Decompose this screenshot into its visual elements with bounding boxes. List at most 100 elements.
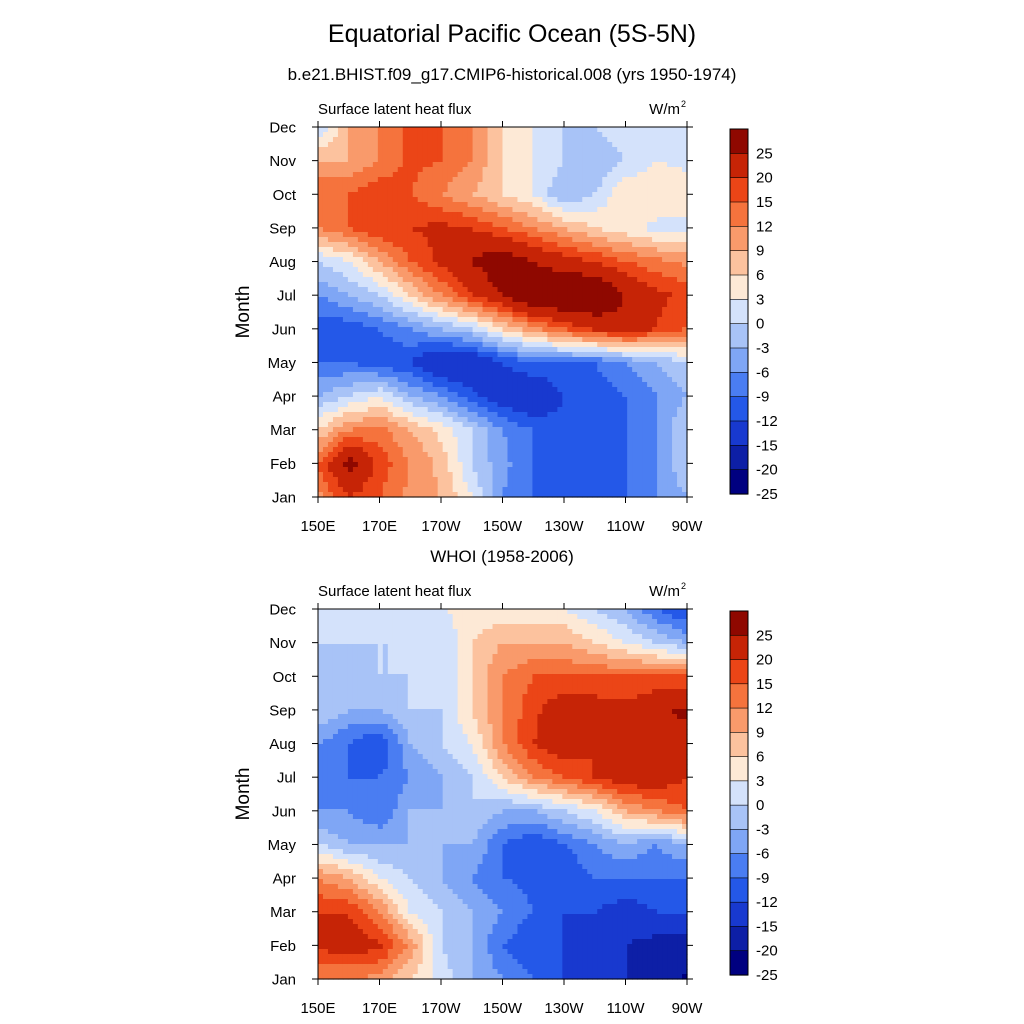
heatmap-cell	[607, 222, 613, 228]
heatmap-cell	[617, 277, 623, 283]
heatmap-cell	[332, 442, 339, 448]
heatmap-cell	[337, 307, 344, 313]
heatmap-cell	[602, 232, 608, 238]
heatmap-cell	[542, 357, 548, 363]
heatmap-cell	[647, 337, 653, 343]
heatmap-cell	[682, 452, 688, 458]
heatmap-cell	[437, 407, 444, 413]
heatmap-cell	[577, 302, 583, 308]
heatmap-cell	[642, 372, 648, 378]
heatmap-cell	[562, 422, 568, 428]
heatmap-cell	[442, 402, 449, 408]
heatmap-cell	[572, 207, 578, 213]
heatmap-cell	[542, 387, 548, 393]
heatmap-cell	[427, 187, 434, 193]
heatmap-cell	[597, 262, 603, 268]
heatmap-cell	[612, 137, 618, 143]
heatmap-cell	[497, 447, 504, 453]
heatmap-cell	[377, 132, 384, 138]
heatmap-cell	[332, 267, 339, 273]
heatmap-cell	[327, 297, 334, 303]
heatmap-cell	[387, 137, 394, 143]
heatmap-cell	[657, 337, 663, 343]
heatmap-cell	[512, 147, 519, 153]
heatmap-cell	[567, 322, 573, 328]
heatmap-cell	[452, 202, 459, 208]
heatmap-cell	[577, 227, 583, 233]
heatmap-cell	[622, 377, 628, 383]
heatmap-cell	[607, 442, 613, 448]
heatmap-cell	[462, 357, 469, 363]
heatmap-cell	[407, 157, 414, 163]
heatmap-cell	[567, 187, 573, 193]
heatmap-cell	[652, 377, 658, 383]
heatmap-cell	[517, 302, 524, 308]
heatmap-cell	[512, 372, 519, 378]
heatmap-cell	[492, 207, 499, 213]
heatmap-cell	[492, 152, 499, 158]
heatmap-cell	[432, 442, 439, 448]
heatmap-cell	[502, 302, 509, 308]
heatmap-cell	[477, 267, 484, 273]
heatmap-cell	[442, 267, 449, 273]
heatmap-cell	[542, 342, 548, 348]
heatmap-cell	[347, 257, 354, 263]
heatmap-cell	[572, 247, 578, 253]
heatmap-cell	[387, 317, 394, 323]
heatmap-cell	[497, 307, 504, 313]
heatmap-cell	[492, 262, 499, 268]
heatmap-cell	[567, 142, 573, 148]
heatmap-cell	[347, 327, 354, 333]
heatmap-cell	[462, 197, 469, 203]
heatmap-cell	[622, 427, 628, 433]
heatmap-cell	[347, 157, 354, 163]
heatmap-cell	[432, 342, 439, 348]
heatmap-cell	[642, 387, 648, 393]
heatmap-cell	[597, 222, 603, 228]
heatmap-cell	[662, 247, 668, 253]
heatmap-cell	[362, 207, 369, 213]
heatmap-cell	[632, 152, 638, 158]
heatmap-cell	[492, 347, 499, 353]
heatmap-cell	[327, 392, 334, 398]
heatmap-cell	[662, 162, 668, 168]
heatmap-cell	[507, 302, 514, 308]
heatmap-cell	[427, 202, 434, 208]
heatmap-cell	[672, 432, 678, 438]
heatmap-cell	[457, 397, 464, 403]
heatmap-cell	[407, 262, 414, 268]
heatmap-cell	[527, 147, 534, 153]
heatmap-cell	[467, 212, 474, 218]
heatmap-cell	[622, 317, 628, 323]
heatmap-cell	[497, 217, 504, 223]
heatmap-cell	[362, 402, 369, 408]
heatmap-cell	[647, 147, 653, 153]
heatmap-cell	[327, 197, 334, 203]
heatmap-cell	[337, 147, 344, 153]
heatmap-cell	[642, 422, 648, 428]
heatmap-cell	[362, 292, 369, 298]
heatmap-cell	[542, 207, 548, 213]
heatmap-cell	[372, 157, 379, 163]
heatmap-cell	[522, 352, 529, 358]
heatmap-cell	[667, 417, 673, 423]
heatmap-cell	[517, 142, 524, 148]
heatmap-cell	[347, 297, 354, 303]
heatmap-cell	[662, 217, 668, 223]
heatmap-cell	[562, 442, 568, 448]
heatmap-cell	[577, 437, 583, 443]
heatmap-cell	[657, 372, 663, 378]
heatmap-cell	[562, 267, 568, 273]
heatmap-cell	[337, 272, 344, 278]
heatmap-cell	[362, 312, 369, 318]
heatmap-cell	[432, 177, 439, 183]
heatmap-cell	[442, 292, 449, 298]
heatmap-cell	[622, 372, 628, 378]
heatmap-cell	[387, 417, 394, 423]
heatmap-cell	[642, 232, 648, 238]
heatmap-cell	[567, 152, 573, 158]
heatmap-cell	[357, 432, 364, 438]
heatmap-cell	[357, 267, 364, 273]
heatmap-cell	[602, 367, 608, 373]
heatmap-cell	[347, 302, 354, 308]
